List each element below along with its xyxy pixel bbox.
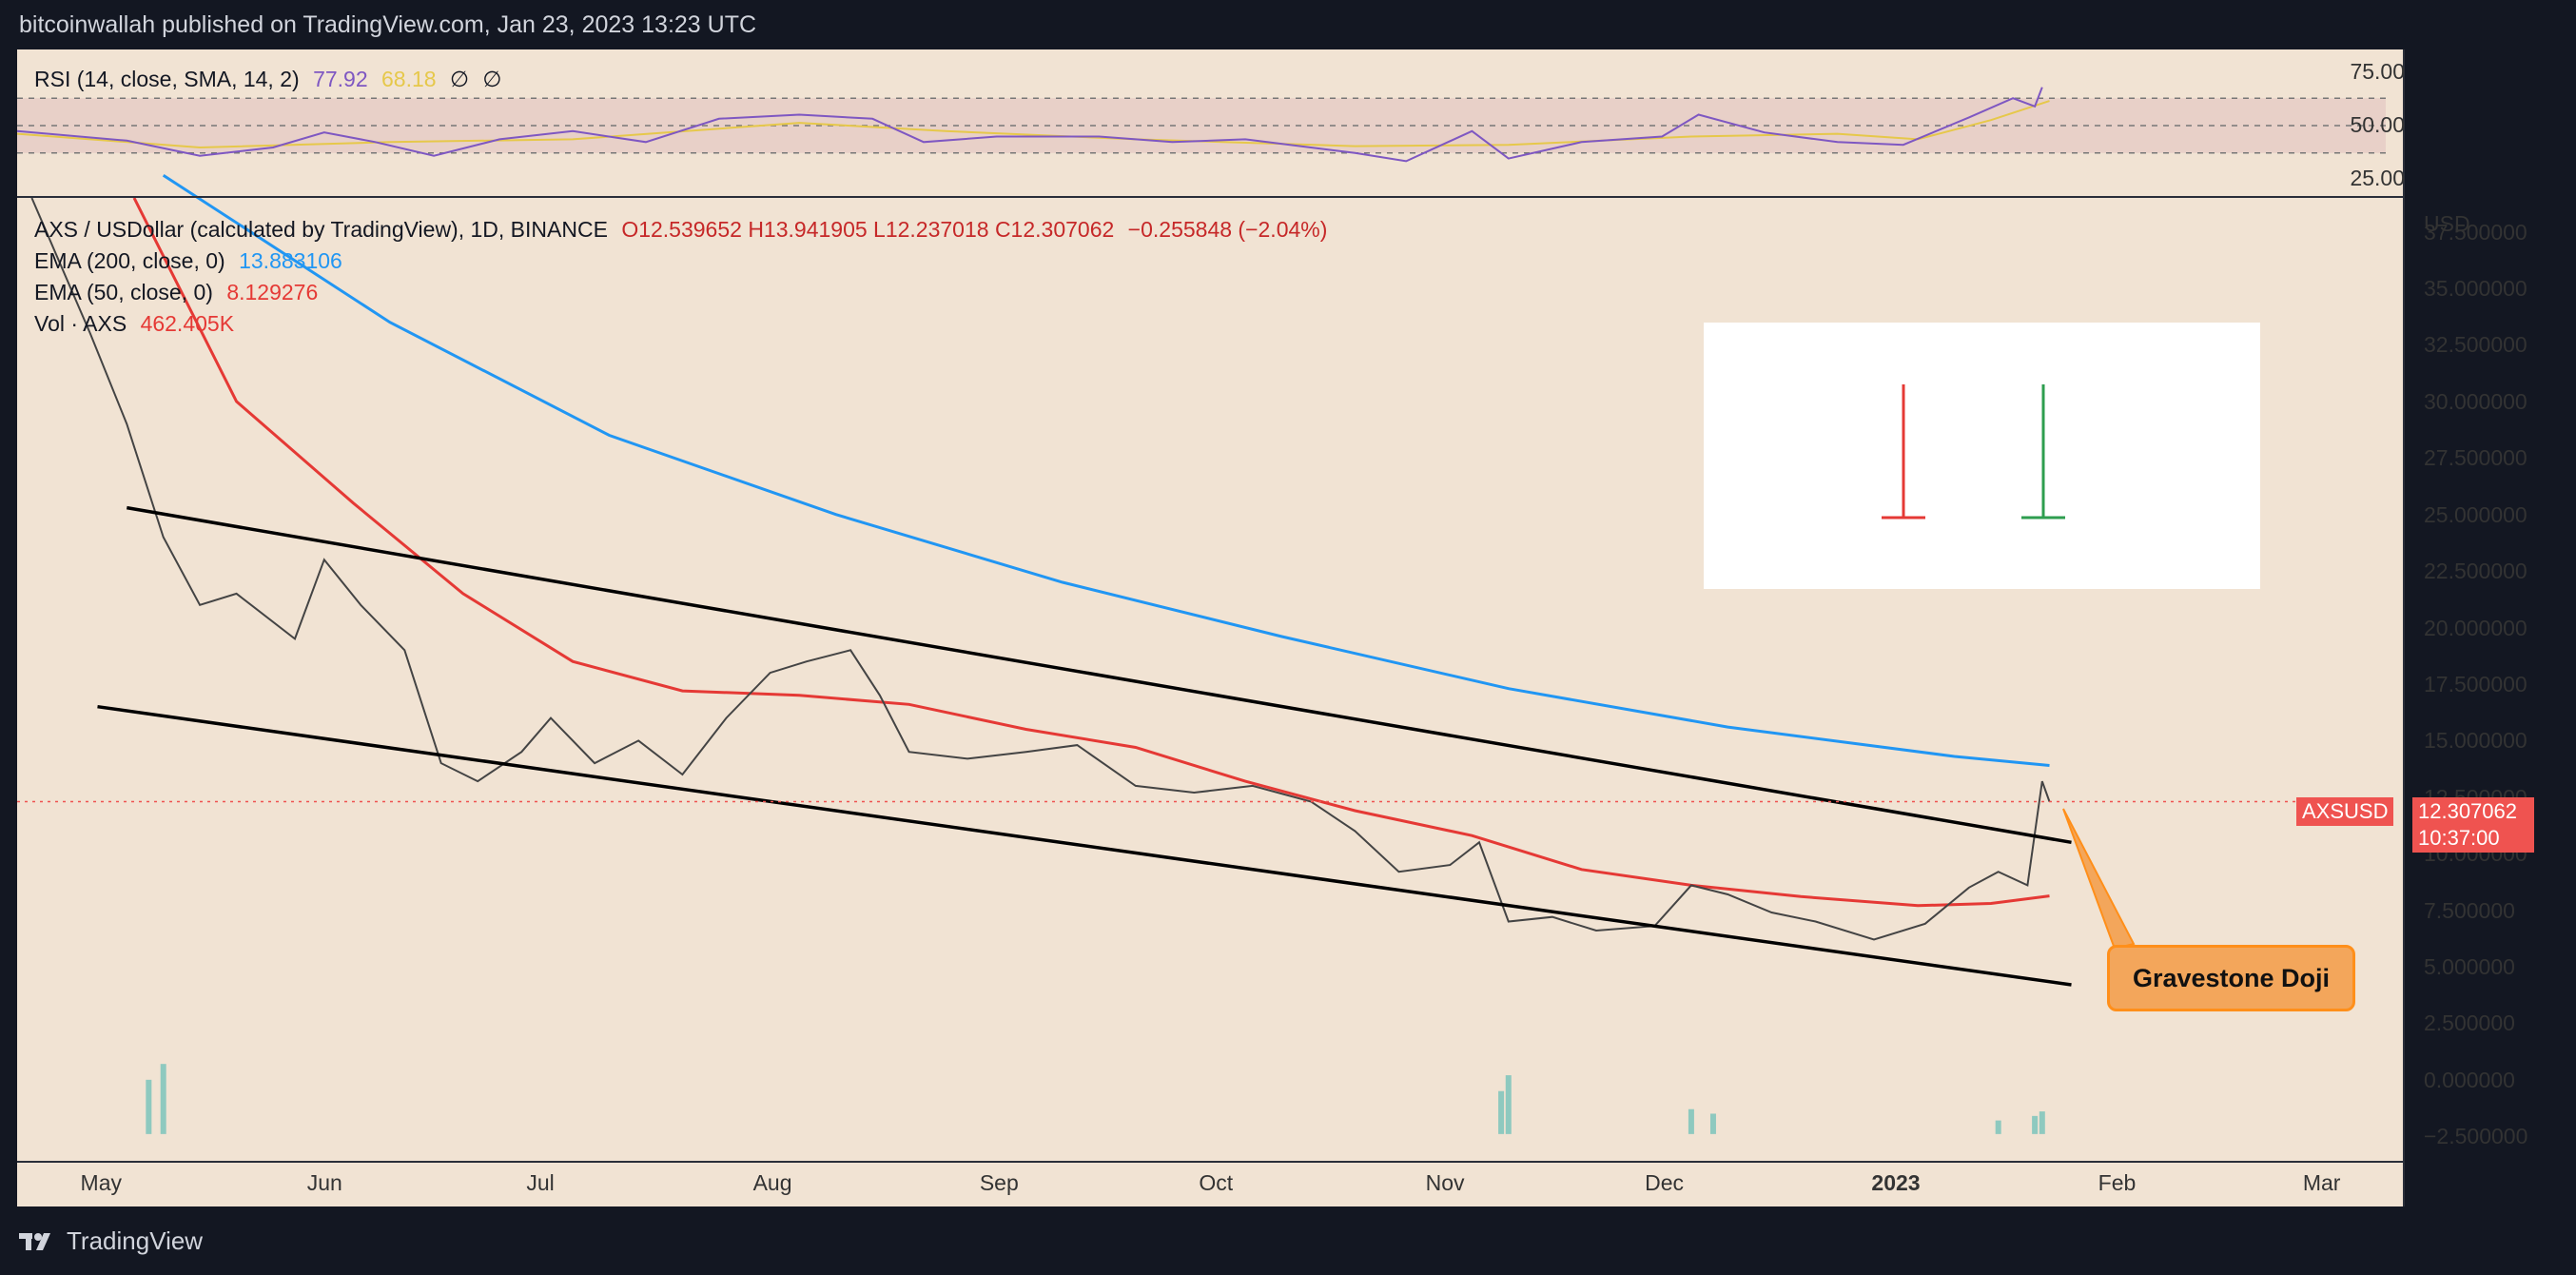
time-axis-label: Oct	[1199, 1170, 1234, 1195]
price-axis-label: 32.500000	[2424, 332, 2527, 358]
rsi-legend-na: ∅	[482, 67, 502, 91]
rsi-axis-label: 75.00	[2350, 59, 2405, 84]
symbol-title: AXS / USDollar (calculated by TradingVie…	[34, 217, 608, 242]
price-axis-label: 27.500000	[2424, 445, 2527, 471]
last-price-tag: 12.307062	[2412, 797, 2534, 826]
annotation-pointer	[2062, 808, 2136, 951]
price-axis-currency: USD	[2424, 211, 2470, 236]
volume-bar	[1688, 1108, 1694, 1134]
volume-legend[interactable]: Vol · AXS 462.405K	[34, 311, 242, 337]
tradingview-logo-icon	[19, 1232, 50, 1250]
rsi-axis-label: 25.00	[2350, 166, 2405, 190]
time-axis-label: Jul	[526, 1170, 555, 1195]
volume-bar	[2032, 1115, 2039, 1134]
footer: TradingView	[19, 1226, 203, 1256]
ema200-value: 13.883106	[239, 248, 342, 273]
trendline	[97, 704, 2072, 987]
price-axis-label: 20.000000	[2424, 615, 2527, 640]
rsi-pane	[17, 87, 2386, 163]
price-axis-label: 0.000000	[2424, 1067, 2515, 1092]
time-axis-separator	[17, 1161, 2405, 1163]
ema50-legend[interactable]: EMA (50, close, 0) 8.129276	[34, 280, 325, 305]
time-axis-label: 2023	[1871, 1170, 1921, 1195]
ema50-value: 8.129276	[226, 280, 319, 304]
volume-label: Vol · AXS	[34, 311, 127, 336]
symbol-price-tag: AXSUSD	[2296, 797, 2394, 826]
time-axis-label: Dec	[1645, 1170, 1685, 1195]
time-axis-label: Nov	[1425, 1170, 1465, 1195]
rsi-legend-na: ∅	[449, 67, 470, 91]
price-axis-label: −2.500000	[2424, 1124, 2528, 1149]
volume-value: 462.405K	[140, 311, 235, 336]
price-axis-label: 17.500000	[2424, 671, 2527, 696]
rsi-line	[17, 87, 2043, 163]
price-axis-label: 15.000000	[2424, 728, 2527, 754]
volume-bar	[1498, 1090, 1505, 1134]
time-axis-label: Jun	[306, 1170, 342, 1195]
rsi-sma-line	[17, 100, 2050, 149]
rsi-legend-label: RSI (14, close, SMA, 14, 2)	[34, 67, 300, 91]
price-axis-label: 37.500000	[2424, 219, 2527, 245]
ema200-line	[162, 173, 2050, 767]
bar-countdown-tag: 10:37:00	[2412, 824, 2534, 853]
symbol-legend[interactable]: AXS / USDollar (calculated by TradingVie…	[34, 217, 1335, 243]
rsi-axis-label: 50.00	[2350, 112, 2405, 137]
price-pane	[17, 173, 2386, 1134]
trendline	[127, 505, 2072, 845]
chart-canvas[interactable]	[17, 49, 2405, 1206]
price-axis-label: 25.000000	[2424, 501, 2527, 527]
time-axis-label: Sep	[979, 1170, 1019, 1195]
volume-bar	[2039, 1111, 2045, 1134]
rsi-legend-sma: 68.18	[381, 67, 437, 91]
volume-bar	[1995, 1120, 2001, 1134]
time-axis-label: Mar	[2302, 1170, 2341, 1195]
chart-frame[interactable]: RSI (14, close, SMA, 14, 2) 77.92 68.18 …	[17, 49, 2534, 1206]
rsi-legend[interactable]: RSI (14, close, SMA, 14, 2) 77.92 68.18 …	[34, 67, 509, 92]
ema50-label: EMA (50, close, 0)	[34, 280, 213, 304]
price-axis-label: 5.000000	[2424, 954, 2515, 979]
price-axis-label: 22.500000	[2424, 559, 2527, 584]
time-axis-label: Aug	[752, 1170, 792, 1195]
publication-header: bitcoinwallah published on TradingView.c…	[19, 11, 757, 38]
rsi-pane-separator[interactable]	[17, 196, 2405, 198]
rsi-legend-value: 77.92	[313, 67, 368, 91]
price-axis-label: 7.500000	[2424, 897, 2515, 923]
ema50-line	[132, 197, 2050, 908]
volume-bar	[1505, 1075, 1512, 1134]
gravestone-doji-annotation: Gravestone Doji	[2107, 945, 2355, 1011]
footer-brand: TradingView	[67, 1226, 204, 1255]
price-change: −0.255848 (−2.04%)	[1127, 217, 1328, 242]
price-axis-label: 35.000000	[2424, 276, 2527, 302]
time-axis-label: Feb	[2098, 1170, 2137, 1195]
price-axis-separator	[2403, 49, 2405, 1206]
time-axis-label: May	[80, 1170, 122, 1195]
price-axis-label: 2.500000	[2424, 1010, 2515, 1036]
volume-bar	[160, 1064, 166, 1134]
price-line	[30, 197, 2051, 941]
price-axis-label: 30.000000	[2424, 388, 2527, 414]
ema200-legend[interactable]: EMA (200, close, 0) 13.883106	[34, 248, 350, 274]
ema200-label: EMA (200, close, 0)	[34, 248, 225, 273]
doji-inset-box	[1704, 323, 2260, 589]
ohlc-values: O12.539652 H13.941905 L12.237018 C12.307…	[621, 217, 1115, 242]
volume-bar	[1709, 1113, 1716, 1134]
volume-bar	[146, 1079, 152, 1134]
